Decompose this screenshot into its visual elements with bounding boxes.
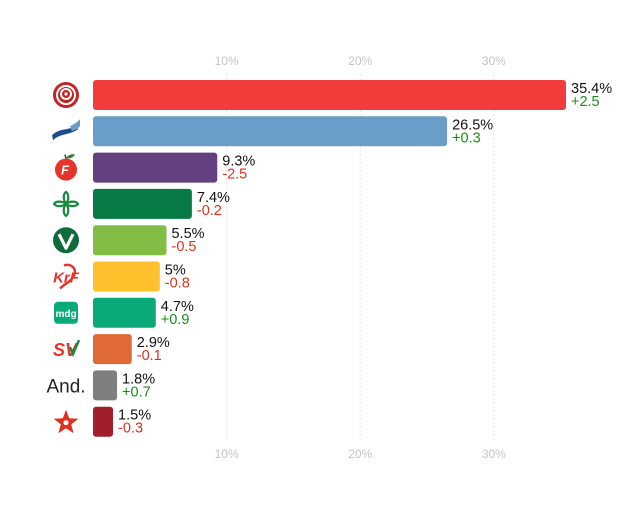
sp-clover-icon [52,190,80,218]
x-tick-label-bottom: 20% [348,447,372,461]
x-tick-label-top: 20% [348,54,372,68]
bar-v [93,225,167,256]
svg-text:KrF: KrF [53,270,80,287]
r-star-icon [53,409,79,434]
x-axis-top: 10% 20% 30% [215,54,507,68]
bar-frp [93,152,218,183]
change-label: -0.5 [171,239,196,255]
change-label: +0.7 [122,384,151,400]
bar-sp [93,188,192,219]
bars [93,80,566,437]
value-label: 7.4% [197,190,230,206]
svg-text:mdg: mdg [55,309,76,320]
change-label: -2.5 [222,167,247,183]
change-label: +0.9 [161,312,190,328]
change-label: +2.5 [571,94,600,110]
h-flag-icon [52,119,80,141]
value-label: 5.5% [171,226,204,242]
value-label: 9.3% [222,154,255,170]
change-label: -0.2 [197,203,222,219]
value-label: 35.4% [571,81,612,97]
svg-text:And.: And. [46,376,85,397]
bar-ap [93,80,566,110]
svg-text:F: F [61,163,70,178]
value-label: 26.5% [452,117,493,133]
bar-and [93,370,118,401]
change-label: -0.8 [165,276,190,292]
value-label: 4.7% [161,299,194,315]
bar-h [93,116,448,147]
ap-rose-icon [53,82,79,108]
change-label: -0.3 [118,421,143,437]
frp-apple-icon: F [55,154,77,181]
bar-krf [93,261,160,292]
party-icons: F KrF mdg SV And. [46,82,86,434]
change-label: +0.3 [452,130,481,146]
x-tick-label-bottom: 10% [215,447,239,461]
value-label: 1.8% [122,371,155,387]
bar-r [93,406,114,437]
bar-sv [93,334,132,365]
value-label: 1.5% [118,408,151,424]
krf-logo-icon: KrF [53,263,80,290]
bar-mdg [93,297,156,328]
value-label: 2.9% [137,335,170,351]
v-logo-icon [53,227,79,254]
x-axis-bottom: 10% 20% 30% [215,447,507,461]
x-tick-label-bottom: 30% [482,447,506,461]
change-label: -0.1 [137,348,162,364]
sv-logo-icon: SV [53,339,81,360]
and-text-icon: And. [46,376,85,397]
x-tick-label-top: 10% [215,54,239,68]
x-tick-label-top: 30% [482,54,506,68]
bar-labels: 35.4%+2.526.5%+0.39.3%-2.57.4%-0.25.5%-0… [118,81,612,437]
value-label: 5% [165,263,186,279]
mdg-logo-icon: mdg [54,301,78,324]
